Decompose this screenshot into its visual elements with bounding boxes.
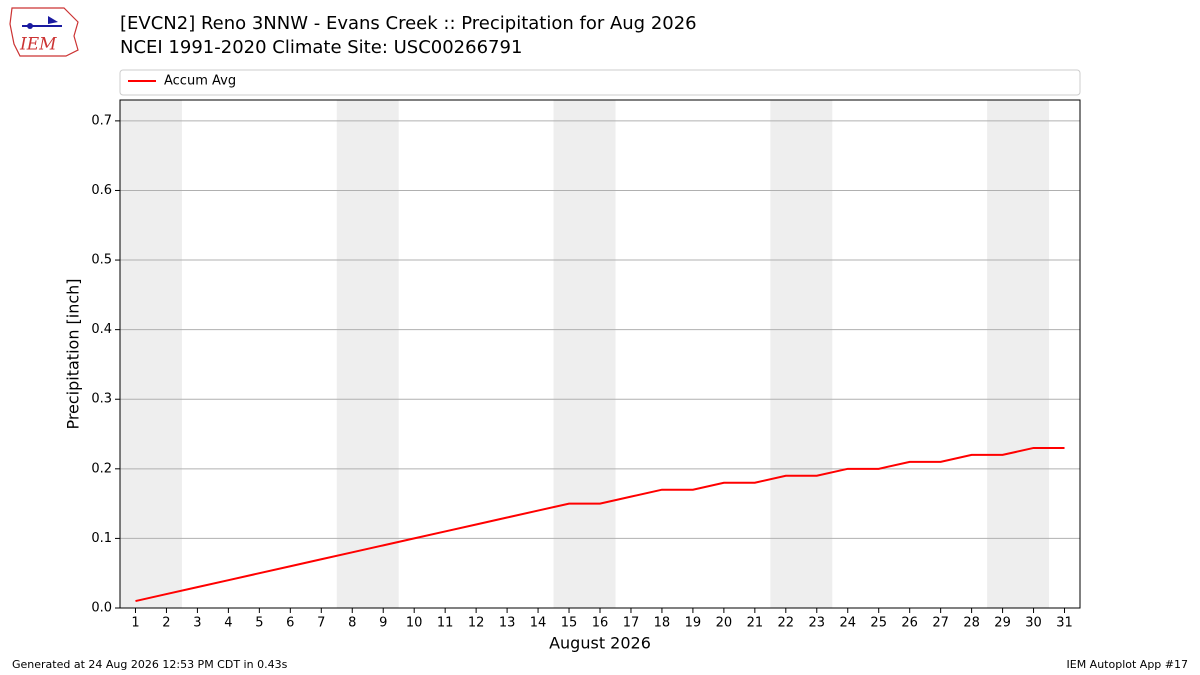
x-tick-label: 1	[131, 616, 139, 631]
weekend-shade	[987, 100, 1050, 608]
y-axis-label: Precipitation [inch]	[64, 278, 83, 429]
chart-subtitle: NCEI 1991-2020 Climate Site: USC00266791	[120, 37, 522, 58]
weekend-shade	[120, 100, 182, 608]
x-tick-label: 23	[809, 616, 826, 631]
logo-text: IEM	[19, 35, 57, 55]
legend-label: Accum Avg	[164, 74, 236, 89]
x-tick-label: 21	[747, 616, 764, 631]
x-tick-label: 28	[963, 616, 980, 631]
x-tick-label: 22	[778, 616, 795, 631]
weekend-shade	[336, 100, 399, 608]
x-tick-label: 3	[193, 616, 201, 631]
y-tick-label: 0.4	[91, 322, 112, 337]
x-tick-label: 19	[685, 616, 702, 631]
legend-box	[119, 69, 1081, 96]
series-line	[135, 446, 1065, 603]
y-tick-label: 0.3	[91, 392, 112, 407]
x-tick-label: 17	[623, 616, 640, 631]
x-axis-label: August 2026	[549, 634, 651, 653]
x-tick-label: 10	[406, 616, 423, 631]
x-tick-label: 18	[654, 616, 671, 631]
footer-left: Generated at 24 Aug 2026 12:53 PM CDT in…	[12, 658, 288, 671]
x-tick-label: 30	[1025, 616, 1042, 631]
x-tick-label: 16	[592, 616, 609, 631]
x-tick-label: 27	[932, 616, 949, 631]
x-tick-label: 26	[901, 616, 918, 631]
logo-icon	[48, 16, 58, 24]
y-tick-label: 0.0	[91, 601, 112, 616]
x-tick-label: 12	[468, 616, 485, 631]
x-tick-label: 20	[716, 616, 733, 631]
x-tick-label: 7	[317, 616, 325, 631]
x-tick-label: 13	[499, 616, 516, 631]
x-tick-label: 9	[379, 616, 387, 631]
x-tick-label: 15	[561, 616, 578, 631]
logo-icon	[27, 23, 33, 29]
x-tick-label: 5	[255, 616, 263, 631]
y-tick-label: 0.6	[91, 183, 112, 198]
x-tick-label: 11	[437, 616, 454, 631]
plot-frame	[119, 99, 1081, 609]
logo: IEM	[9, 7, 79, 57]
x-tick-label: 8	[348, 616, 356, 631]
x-tick-label: 2	[162, 616, 170, 631]
y-tick-label: 0.2	[91, 461, 112, 476]
x-tick-label: 14	[530, 616, 547, 631]
weekend-shade	[770, 100, 833, 608]
x-tick-label: 31	[1056, 616, 1073, 631]
y-tick-label: 0.7	[91, 113, 112, 128]
x-tick-label: 29	[994, 616, 1011, 631]
weekend-shade	[553, 100, 616, 608]
x-tick-label: 4	[224, 616, 232, 631]
x-tick-label: 24	[839, 616, 856, 631]
y-tick-label: 0.5	[91, 253, 112, 268]
x-tick-label: 6	[286, 616, 294, 631]
x-tick-label: 25	[870, 616, 887, 631]
footer-right: IEM Autoplot App #17	[1067, 658, 1189, 671]
y-tick-label: 0.1	[91, 531, 112, 546]
chart-title: [EVCN2] Reno 3NNW - Evans Creek :: Preci…	[120, 13, 697, 34]
logo-outline	[9, 7, 79, 57]
